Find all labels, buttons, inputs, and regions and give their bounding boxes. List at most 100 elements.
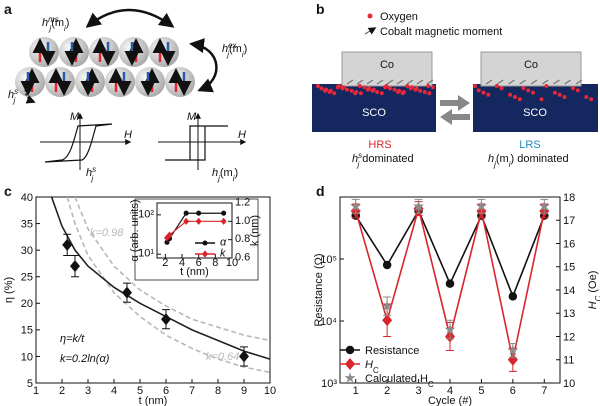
label-part: h bbox=[222, 43, 228, 55]
point bbox=[413, 200, 425, 211]
point bbox=[382, 260, 392, 270]
legend-name: k bbox=[220, 247, 226, 259]
field-label: hms j(mi) bbox=[42, 15, 69, 33]
oxygen bbox=[589, 97, 594, 102]
label-part: j bbox=[226, 50, 229, 59]
x-axis-label: Cycle (#) bbox=[428, 395, 472, 406]
x-tick-label: 7 bbox=[541, 385, 547, 397]
y-tick-label: 10² bbox=[138, 208, 154, 220]
cobalt-moment bbox=[366, 79, 374, 85]
oxygen bbox=[494, 84, 499, 88]
legend-label: α bbox=[220, 236, 227, 248]
cobalt-moment bbox=[496, 79, 504, 85]
interaction-arrow bbox=[85, 8, 175, 28]
label-part: j bbox=[217, 174, 220, 183]
oxygen bbox=[481, 90, 486, 95]
x-tick-label: 4 bbox=[447, 385, 453, 397]
x-tick-label: 2 bbox=[384, 385, 390, 397]
y-tick-label: 10 bbox=[563, 378, 575, 390]
y-tick-label: 15 bbox=[21, 325, 33, 337]
axis-label: M bbox=[70, 111, 80, 123]
oxygen bbox=[575, 88, 580, 93]
cobalt-moment bbox=[485, 79, 493, 85]
x-tick-label: 2 bbox=[162, 257, 168, 269]
x-tick-label: 7 bbox=[189, 385, 195, 397]
point bbox=[239, 350, 249, 363]
sco-label: SCO bbox=[362, 107, 386, 119]
x-tick-label: 10 bbox=[264, 385, 276, 397]
label-part: C bbox=[594, 295, 600, 301]
oxygen bbox=[319, 86, 324, 91]
co-layer bbox=[480, 51, 582, 87]
cobalt-moment bbox=[386, 79, 394, 85]
x-tick-label: 5 bbox=[137, 385, 143, 397]
point bbox=[382, 314, 393, 327]
legend-moment bbox=[364, 27, 377, 35]
y-tick-label: 14 bbox=[563, 285, 575, 297]
label-part: s bbox=[358, 151, 362, 160]
legend-label: Resistance bbox=[365, 345, 419, 357]
oxygen bbox=[322, 88, 327, 93]
plot-frame bbox=[35, 196, 271, 384]
cobalt-moment bbox=[346, 79, 354, 85]
legend-label: HC bbox=[365, 359, 379, 375]
y-tick-label: 1.0 bbox=[235, 215, 250, 227]
point bbox=[161, 313, 171, 326]
point bbox=[538, 200, 550, 211]
label-part: h bbox=[42, 17, 48, 29]
interaction-arrow bbox=[24, 79, 36, 104]
legend-sub: C bbox=[373, 365, 379, 374]
oxygen bbox=[335, 85, 340, 90]
atom bbox=[165, 67, 195, 97]
hysteresis-left: M H hs j bbox=[40, 111, 132, 183]
atom bbox=[75, 67, 105, 97]
oxygen bbox=[413, 87, 418, 92]
oxygen bbox=[387, 86, 392, 91]
oxygen bbox=[486, 92, 491, 97]
panel-label: a bbox=[4, 1, 12, 17]
x-tick-label: 2 bbox=[59, 385, 65, 397]
oxygen bbox=[383, 85, 388, 90]
cobalt-moment bbox=[541, 79, 549, 85]
point bbox=[202, 250, 208, 258]
switch-arrow bbox=[440, 109, 470, 125]
y-tick-label: 1.2 bbox=[235, 196, 250, 208]
x-tick-label: 1 bbox=[33, 385, 39, 397]
point bbox=[183, 210, 189, 216]
annotation: k=0.2ln(α) bbox=[60, 353, 110, 365]
loop bbox=[165, 125, 228, 161]
axis-label: H bbox=[238, 129, 246, 141]
label-part: h bbox=[8, 89, 14, 101]
atom bbox=[15, 67, 45, 97]
oxygen bbox=[358, 91, 363, 96]
y-tick-label: 10¹ bbox=[138, 248, 154, 260]
legend-name: Resistance bbox=[365, 345, 419, 357]
panel-label: d bbox=[316, 183, 325, 199]
panel-label: b bbox=[316, 1, 325, 17]
oxygen bbox=[353, 91, 358, 96]
oxygen bbox=[557, 92, 562, 97]
x-tick-label: 4 bbox=[179, 257, 185, 269]
point bbox=[196, 210, 202, 216]
oxygen bbox=[499, 86, 504, 91]
point bbox=[164, 239, 170, 245]
cobalt-moment bbox=[426, 79, 434, 85]
x-tick-label: 4 bbox=[111, 385, 117, 397]
y-tick-label: 35 bbox=[21, 218, 33, 230]
point bbox=[70, 260, 80, 273]
oxygen bbox=[552, 90, 557, 95]
oxygen bbox=[408, 86, 413, 91]
interface bbox=[316, 79, 594, 102]
oxygen bbox=[418, 88, 423, 93]
interaction-arrow bbox=[189, 38, 218, 93]
oxygen bbox=[405, 84, 410, 88]
x-axis-label: t (nm) bbox=[180, 266, 209, 278]
atom bbox=[89, 37, 119, 67]
label-part: h bbox=[488, 153, 494, 165]
y-tick-label: 10⁵ bbox=[320, 254, 337, 266]
cobalt-moment bbox=[416, 79, 424, 85]
axis-label: M bbox=[187, 111, 197, 123]
label-part: s bbox=[14, 87, 18, 96]
label-part: i bbox=[242, 50, 244, 59]
